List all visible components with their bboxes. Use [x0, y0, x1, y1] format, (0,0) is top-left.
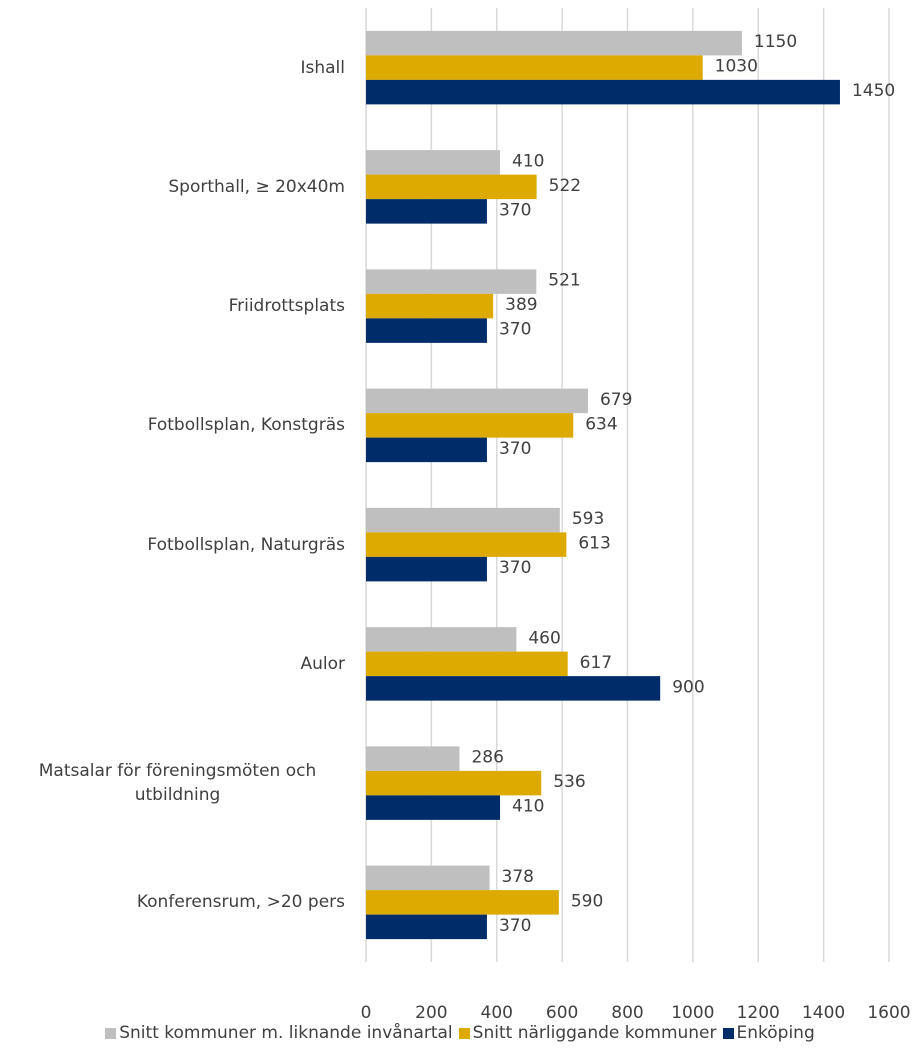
x-tick-label: 1200: [737, 1003, 780, 1023]
legend-label: Snitt närliggande kommuner: [472, 1023, 717, 1043]
data-label: 1030: [715, 57, 758, 77]
data-label: 370: [499, 558, 531, 578]
bar: [366, 437, 487, 463]
bar: [366, 507, 560, 533]
legend-swatch: [458, 1027, 470, 1039]
bar: [366, 79, 840, 105]
data-label: 286: [471, 748, 503, 768]
data-label: 378: [502, 867, 534, 887]
data-label: 593: [572, 509, 604, 529]
category-label: Konferensrum, >20 pers: [136, 892, 345, 913]
bar: [366, 627, 517, 652]
data-label: 521: [548, 271, 580, 291]
bar: [366, 199, 487, 224]
category-label: Ishall: [300, 57, 345, 78]
x-tick-label: 600: [546, 1003, 578, 1023]
x-tick-label: 1000: [671, 1003, 714, 1023]
bar: [366, 174, 537, 200]
bar: [366, 770, 542, 796]
bar: [366, 746, 460, 771]
legend-swatch: [722, 1027, 734, 1039]
data-label: 370: [499, 439, 531, 459]
bar: [366, 269, 537, 294]
bar: [366, 293, 494, 319]
bar: [366, 556, 487, 582]
data-label: 370: [499, 320, 531, 340]
data-label: 536: [553, 772, 585, 792]
legend-swatch: [105, 1027, 117, 1039]
data-label: 1450: [852, 81, 895, 101]
bar: [366, 30, 742, 56]
bar: [366, 865, 490, 891]
bar: [366, 413, 574, 438]
data-label: 900: [672, 677, 704, 697]
data-label: 522: [549, 176, 581, 196]
data-label: 370: [499, 200, 531, 220]
category-label: Matsalar för föreningsmöten och utbildni…: [38, 761, 317, 806]
data-label: 617: [580, 653, 612, 673]
data-label: 1150: [754, 32, 797, 52]
data-label: 679: [600, 390, 632, 410]
bar: [366, 914, 487, 940]
category-label: Sporthall, ≥ 20x40m: [168, 176, 345, 197]
bar: [366, 890, 559, 915]
bar: [366, 55, 703, 80]
x-tick-label: 0: [361, 1003, 372, 1023]
category-label: Friidrottsplats: [228, 296, 345, 317]
data-label: 590: [571, 891, 603, 911]
bar: [366, 150, 501, 175]
bar: [366, 676, 661, 701]
bar: [366, 318, 487, 343]
data-label: 410: [512, 151, 544, 171]
x-tick-label: 200: [415, 1003, 447, 1023]
bar: [366, 532, 567, 557]
bar: [366, 795, 501, 820]
data-label: 410: [512, 797, 544, 817]
bar: [366, 651, 568, 677]
data-label: 460: [528, 628, 560, 648]
bar: [366, 388, 588, 414]
legend-label: Snitt kommuner m. liknande invånartal: [119, 1023, 453, 1043]
category-label: Fotbollsplan, Naturgräs: [147, 534, 345, 555]
legend-item: Snitt kommuner m. liknande invånartal: [105, 1023, 453, 1043]
data-label: 634: [585, 414, 617, 434]
x-tick-label: 1600: [867, 1003, 910, 1023]
data-label: 389: [505, 295, 537, 315]
legend-item: Enköping: [722, 1023, 815, 1043]
x-tick-label: 400: [481, 1003, 513, 1023]
legend-label: Enköping: [736, 1023, 815, 1043]
x-tick-label: 800: [611, 1003, 643, 1023]
legend-item: Snitt närliggande kommuner: [458, 1023, 717, 1043]
x-tick-label: 1400: [802, 1003, 845, 1023]
data-label: 370: [499, 916, 531, 936]
category-label: Aulor: [300, 653, 345, 674]
data-label: 613: [578, 534, 610, 554]
legend: Snitt kommuner m. liknande invånartal Sni…: [0, 1023, 920, 1043]
category-label: Fotbollsplan, Konstgräs: [147, 415, 345, 436]
